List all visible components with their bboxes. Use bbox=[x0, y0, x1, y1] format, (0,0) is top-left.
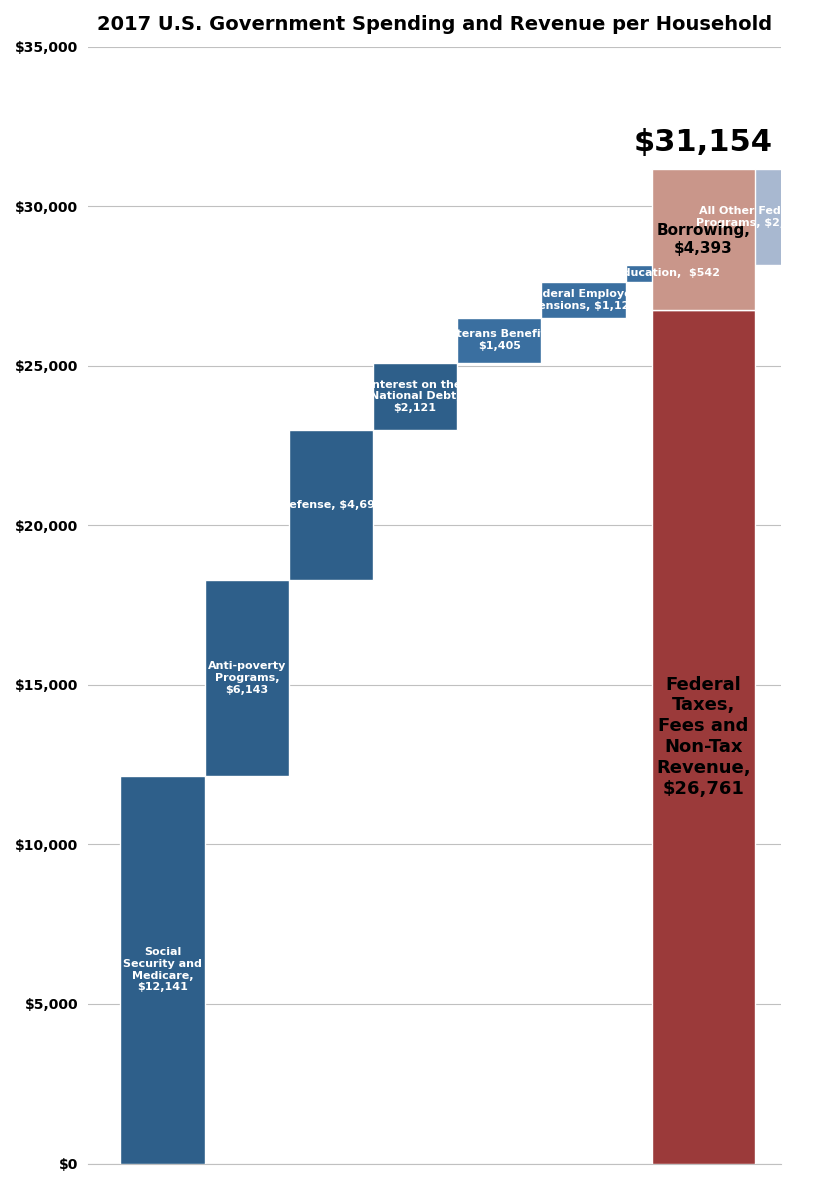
Bar bbox=[205, 580, 289, 776]
Bar bbox=[652, 170, 755, 310]
Bar bbox=[120, 776, 205, 1163]
Bar bbox=[457, 318, 541, 362]
Text: Veterans Benefits,
$1,405: Veterans Benefits, $1,405 bbox=[441, 329, 557, 351]
Text: Interest on the
National Debt,
$2,121: Interest on the National Debt, $2,121 bbox=[369, 380, 462, 413]
Text: Social
Security and
Medicare,
$12,141: Social Security and Medicare, $12,141 bbox=[123, 947, 202, 992]
Bar bbox=[289, 430, 373, 580]
Text: Federal
Taxes,
Fees and
Non-Tax
Revenue,
$26,761: Federal Taxes, Fees and Non-Tax Revenue,… bbox=[656, 675, 751, 798]
Text: Anti-poverty
Programs,
$6,143: Anti-poverty Programs, $6,143 bbox=[208, 661, 286, 694]
Bar bbox=[710, 170, 794, 265]
Bar bbox=[652, 310, 755, 1163]
Text: $31,154: $31,154 bbox=[634, 128, 773, 157]
Bar bbox=[541, 283, 625, 318]
Text: Defense, $4,696: Defense, $4,696 bbox=[280, 500, 383, 510]
Text: All Other Federal
Programs, $2,986: All Other Federal Programs, $2,986 bbox=[696, 207, 808, 228]
Bar bbox=[373, 362, 457, 430]
Text: Borrowing,
$4,393: Borrowing, $4,393 bbox=[657, 223, 750, 255]
Text: Federal Employee
Pensions, $1,120: Federal Employee Pensions, $1,120 bbox=[528, 290, 639, 311]
Bar bbox=[625, 265, 710, 283]
Text: Education,  $542: Education, $542 bbox=[615, 268, 720, 278]
Title: 2017 U.S. Government Spending and Revenue per Household: 2017 U.S. Government Spending and Revenu… bbox=[97, 15, 772, 34]
